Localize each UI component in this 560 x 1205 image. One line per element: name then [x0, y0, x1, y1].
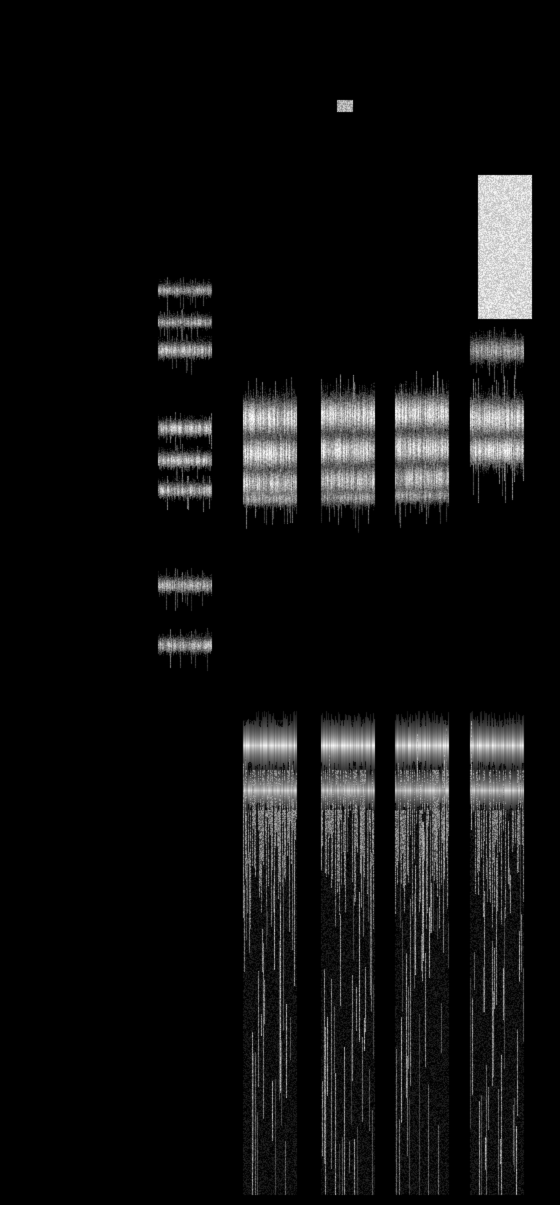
Text: 5000: 5000	[52, 278, 118, 302]
Text: 1: 1	[254, 13, 276, 42]
Text: 3000: 3000	[52, 311, 118, 335]
Text: 2000: 2000	[52, 337, 118, 362]
Text: M: M	[150, 13, 180, 42]
Text: 250: 250	[69, 574, 118, 596]
Text: 4: 4	[479, 13, 501, 42]
Bar	[140, 45, 555, 1195]
Text: 2: 2	[329, 13, 351, 42]
Text: 100: 100	[69, 633, 118, 657]
Text: 750: 750	[68, 449, 118, 474]
Text: 3: 3	[404, 13, 426, 42]
Text: 500: 500	[68, 480, 118, 504]
Text: 1000: 1000	[52, 418, 118, 442]
